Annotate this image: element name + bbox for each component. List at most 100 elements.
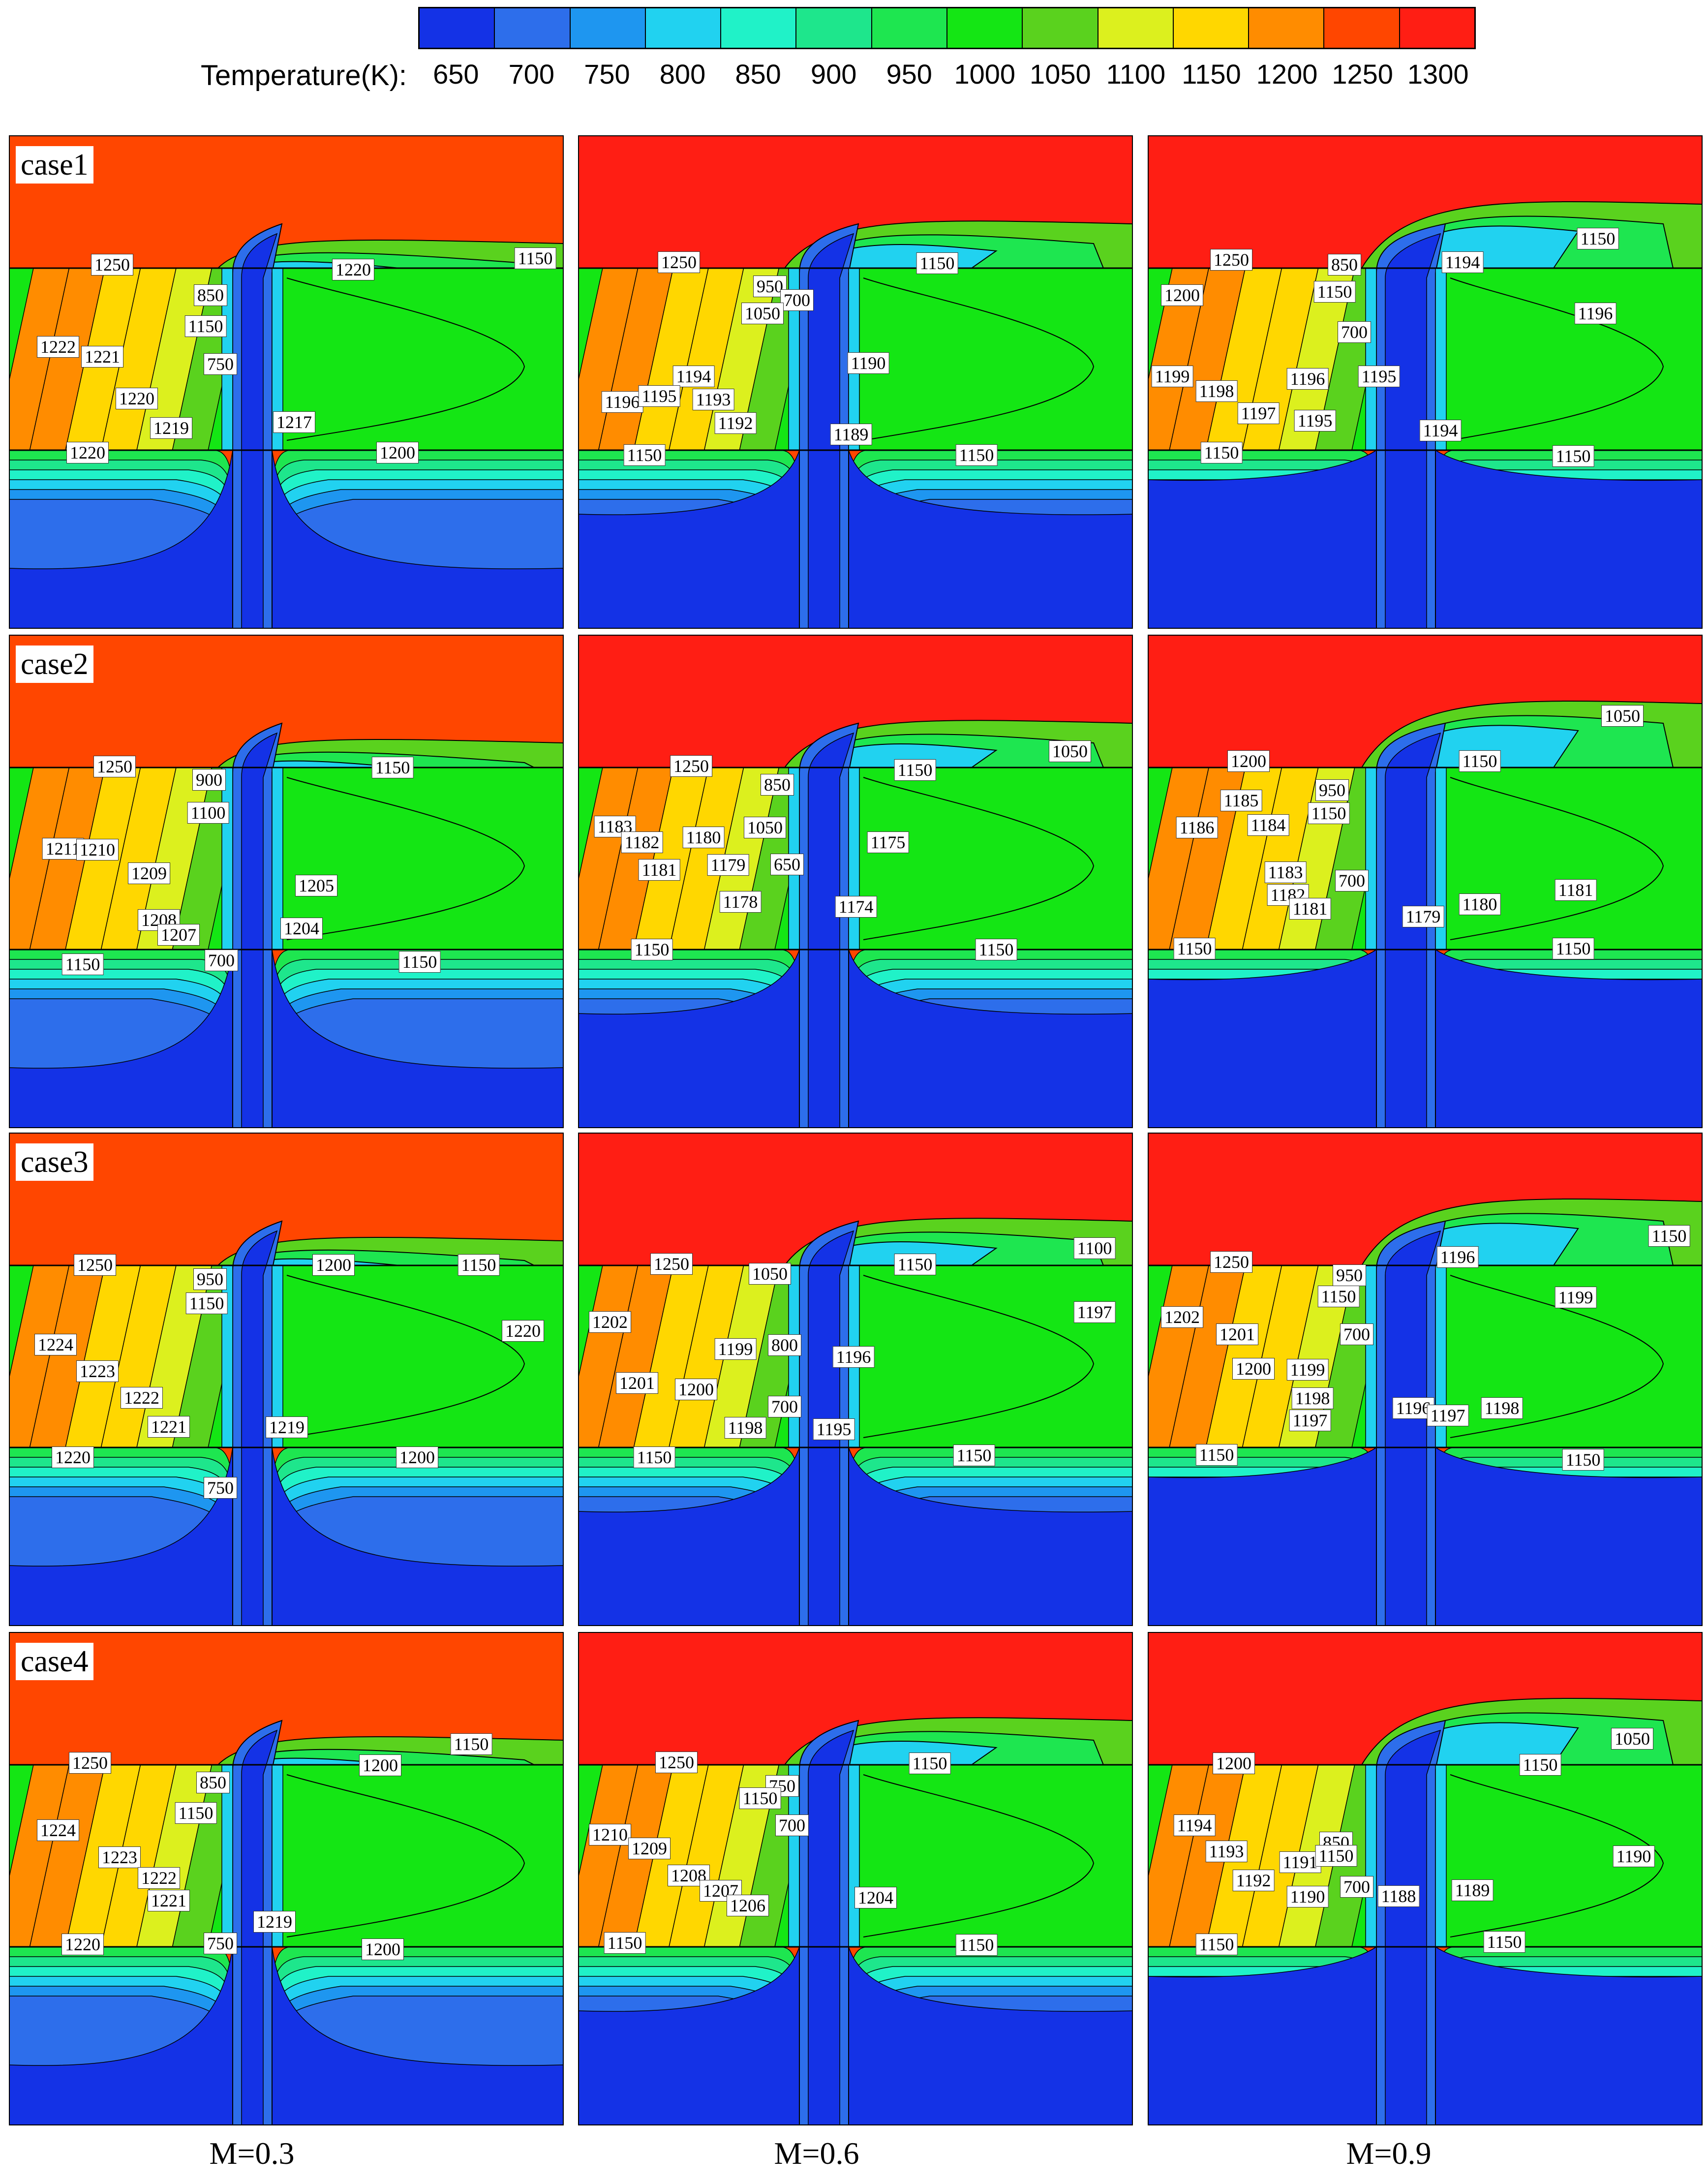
contour-label: 1185	[1220, 790, 1262, 811]
contour-label: 1209	[128, 862, 170, 884]
contour-label: 1200	[1213, 1753, 1255, 1774]
contour-label: 1196	[1286, 368, 1329, 390]
contour-label: 1150	[398, 951, 441, 973]
contour-label: 1219	[253, 1911, 296, 1933]
colorbar-tick: 1200	[1256, 59, 1318, 90]
contour-label: 1224	[34, 1334, 77, 1355]
contour-label: 1207	[157, 924, 200, 946]
contour-label: 1205	[295, 875, 337, 896]
contour-label: 1223	[76, 1360, 119, 1382]
contour-label: 1250	[1210, 1251, 1252, 1273]
colorbar-swatch	[1249, 8, 1325, 48]
contour-label: 1050	[1049, 740, 1091, 762]
contour-label: 1199	[1286, 1359, 1329, 1381]
contour-label: 1189	[830, 424, 872, 445]
contour-label: 950	[1315, 779, 1349, 801]
colorbar-swatch	[947, 8, 1023, 48]
contour-label: 1197	[1427, 1405, 1469, 1426]
contour-label: 700	[775, 1814, 809, 1836]
contour-label: 1100	[1073, 1237, 1116, 1259]
contour-label: 1194	[1441, 251, 1484, 273]
contour-label: 1195	[1358, 366, 1400, 387]
contour-label: 1150	[1313, 281, 1356, 303]
contour-label: 1150	[1577, 228, 1619, 249]
colorbar-tick: 1000	[954, 59, 1016, 90]
colorbar-tick: 1300	[1407, 59, 1469, 90]
contour-label: 1200	[1232, 1358, 1275, 1380]
contour-panel-case2-m09: 1200 1050 1150 950 1185 1186 1184 1150 1183 700 11…	[1148, 635, 1703, 1128]
contour-label: 750	[204, 353, 237, 375]
contour-label: 700	[1340, 1323, 1373, 1345]
contour-label: 1210	[76, 839, 119, 861]
contour-label: 1050	[1611, 1728, 1653, 1750]
case-label: case4	[16, 1643, 93, 1680]
contour-label: 1150	[631, 939, 673, 960]
contour-label: 1150	[909, 1753, 951, 1774]
contour-label: 1150	[1552, 445, 1594, 467]
contour-label: 900	[192, 769, 226, 791]
contour-label: 1194	[1419, 420, 1462, 441]
contour-label: 1202	[589, 1311, 631, 1333]
contour-label: 1150	[450, 1733, 492, 1755]
contour-label: 1250	[655, 1752, 698, 1773]
contour-label: 1150	[1317, 1286, 1360, 1307]
colorbar-swatch	[1173, 8, 1250, 48]
contour-label: 1181	[638, 859, 680, 881]
contour-label: 1199	[1151, 366, 1193, 387]
contour-label: 1202	[1161, 1306, 1203, 1328]
colorbar-tick: 1050	[1030, 59, 1091, 90]
contour-label: 1194	[672, 366, 715, 387]
contour-label: 1150	[1308, 802, 1350, 824]
contour-label: 1190	[847, 352, 889, 374]
contour-label: 1250	[93, 756, 136, 777]
colorbar-tick: 750	[584, 59, 630, 90]
contour-label: 1150	[1459, 750, 1501, 772]
contour-label: 1220	[502, 1320, 544, 1342]
contour-label: 1181	[1555, 879, 1597, 901]
colorbar-tick: 950	[886, 59, 932, 90]
contour-panel-case4-m03: case4 1150 1250 850 1200 1224 1150 1223 1222 1221…	[9, 1632, 564, 2125]
contour-label: 1179	[707, 854, 749, 876]
contour-label: 1150	[1648, 1225, 1690, 1247]
contour-label: 950	[193, 1268, 227, 1290]
contour-label: 1197	[1237, 402, 1280, 424]
colorbar-tick: 1250	[1332, 59, 1393, 90]
contour-label: 850	[196, 1772, 230, 1793]
contour-label: 1223	[98, 1846, 141, 1868]
contour-label: 1192	[1232, 1870, 1275, 1891]
contour-label: 1150	[1195, 1934, 1238, 1955]
colorbar-tick: 900	[810, 59, 857, 90]
contour-label: 750	[204, 1933, 237, 1954]
contour-label: 1195	[1294, 410, 1336, 431]
contour-label: 1150	[1519, 1754, 1561, 1776]
colorbar-tick: 650	[433, 59, 479, 90]
contour-label: 1150	[185, 1292, 228, 1314]
colorbar-swatch	[1023, 8, 1098, 48]
contour-label: 1198	[724, 1417, 766, 1439]
colorbar-swatch	[1324, 8, 1400, 48]
colorbar-swatch	[1098, 8, 1174, 48]
contour-label: 1191	[1279, 1851, 1321, 1873]
colorbar-swatch	[570, 8, 646, 48]
contour-panel-case3-m09: 1250 950 1196 1150 1150 1202 1199 1201 700 1200 11…	[1148, 1133, 1703, 1626]
case-label: case2	[16, 646, 93, 683]
colorbar-swatch	[872, 8, 947, 48]
contour-label: 1197	[1073, 1301, 1116, 1323]
column-label-m09: M=0.9	[1346, 2136, 1432, 2171]
contour-panel-case4-m09: 1200 1050 1150 1194 850 1193 1191 1150 1190 1192 7…	[1148, 1632, 1703, 2125]
contour-label: 1150	[184, 315, 227, 337]
contour-label: 1150	[1195, 1444, 1238, 1466]
contour-label: 1175	[867, 831, 909, 853]
contour-label: 1250	[91, 254, 133, 276]
colorbar-tick: 850	[735, 59, 781, 90]
contour-label: 1198	[1291, 1387, 1334, 1409]
contour-label: 1050	[749, 1263, 791, 1285]
contour-label: 1199	[1555, 1287, 1597, 1308]
contour-label: 700	[1335, 870, 1369, 892]
contour-label: 1150	[1562, 1449, 1604, 1471]
contour-label: 1224	[37, 1819, 79, 1841]
colorbar-swatch	[1400, 8, 1474, 48]
contour-label: 1196	[832, 1346, 875, 1368]
contour-label: 1179	[1402, 906, 1444, 927]
contour-label: 950	[1333, 1264, 1366, 1286]
